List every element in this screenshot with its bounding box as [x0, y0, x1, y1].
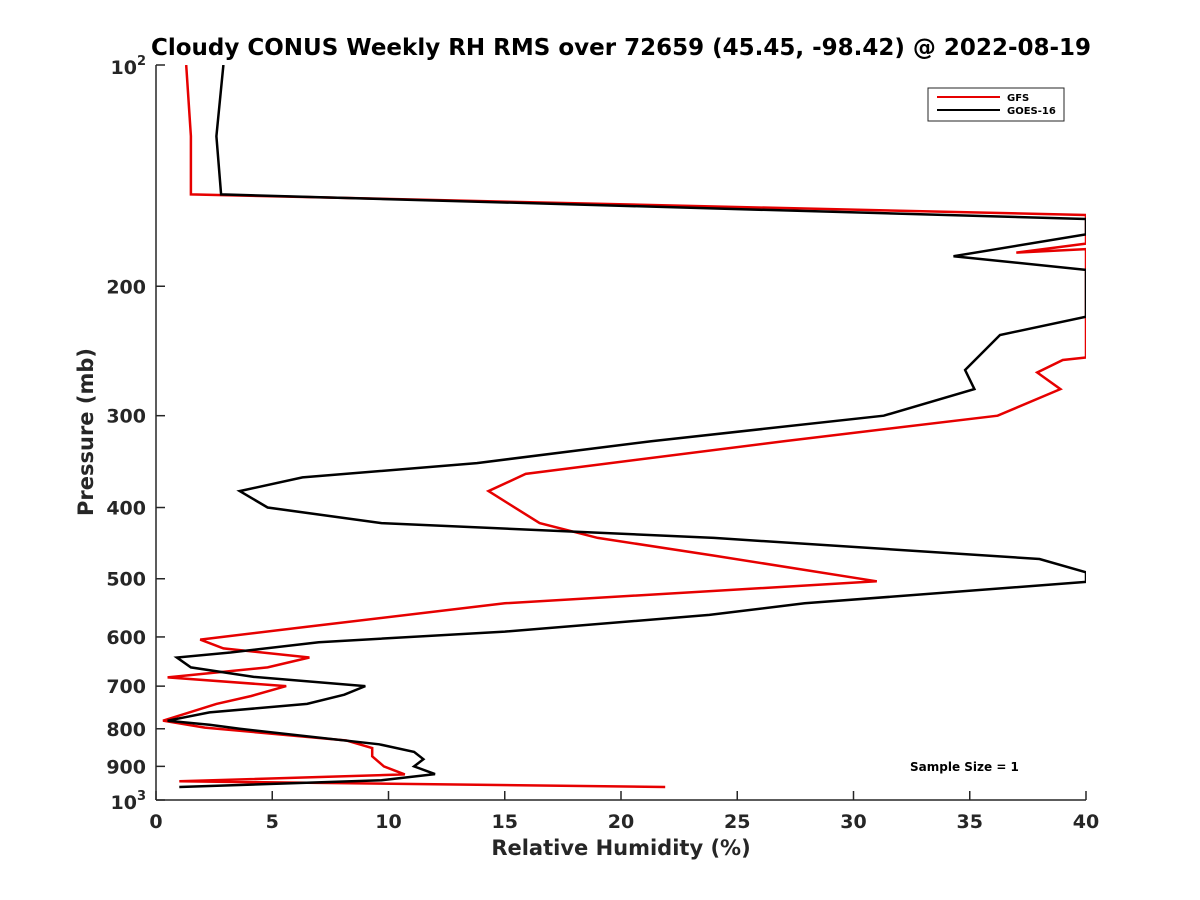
x-tick-label: 35: [957, 811, 983, 833]
y-tick-label: 400: [106, 498, 146, 520]
y-tick-label: 300: [106, 406, 146, 428]
x-tick-label: 30: [840, 811, 866, 833]
x-tick-label: 5: [266, 811, 279, 833]
y-tick-label: 500: [106, 569, 146, 591]
y-tick-label: 102: [111, 54, 147, 79]
y-tick-label-base: 10: [111, 792, 137, 814]
x-tick-label: 15: [492, 811, 518, 833]
y-tick-label: 103: [111, 789, 147, 814]
y-tick-label: 700: [106, 676, 146, 698]
series-line-goes16: [167, 65, 1086, 789]
y-tick-label-base: 10: [111, 57, 137, 79]
x-tick-label: 10: [375, 811, 401, 833]
x-tick-label: 20: [608, 811, 634, 833]
series-layer: [162, 65, 1086, 789]
legend-label-goes16: GOES-16: [1007, 106, 1056, 117]
x-tick-label: 25: [724, 811, 750, 833]
y-tick-label-exponent: 2: [137, 54, 146, 69]
y-tick-label: 800: [106, 719, 146, 741]
x-ticks: 0 5 10 15 20 25 30 35 40: [149, 791, 1099, 833]
x-axis-label: Relative Humidity (%): [491, 836, 750, 860]
y-tick-label: 900: [106, 756, 146, 778]
x-tick-label: 0: [149, 811, 162, 833]
x-tick-label: 40: [1073, 811, 1099, 833]
y-axis-label: Pressure (mb): [74, 348, 98, 516]
plot-area: [156, 65, 1086, 800]
legend: GFS GOES-16: [927, 87, 1065, 122]
chart-title: Cloudy CONUS Weekly RH RMS over 72659 (4…: [151, 35, 1091, 61]
sample-size-annotation: Sample Size = 1: [910, 760, 1019, 774]
y-tick-label-exponent: 3: [137, 789, 146, 804]
legend-label-gfs: GFS: [1007, 93, 1029, 104]
legend-box: [927, 87, 1065, 122]
y-tick-label: 600: [106, 627, 146, 649]
y-tick-label: 200: [106, 276, 146, 298]
